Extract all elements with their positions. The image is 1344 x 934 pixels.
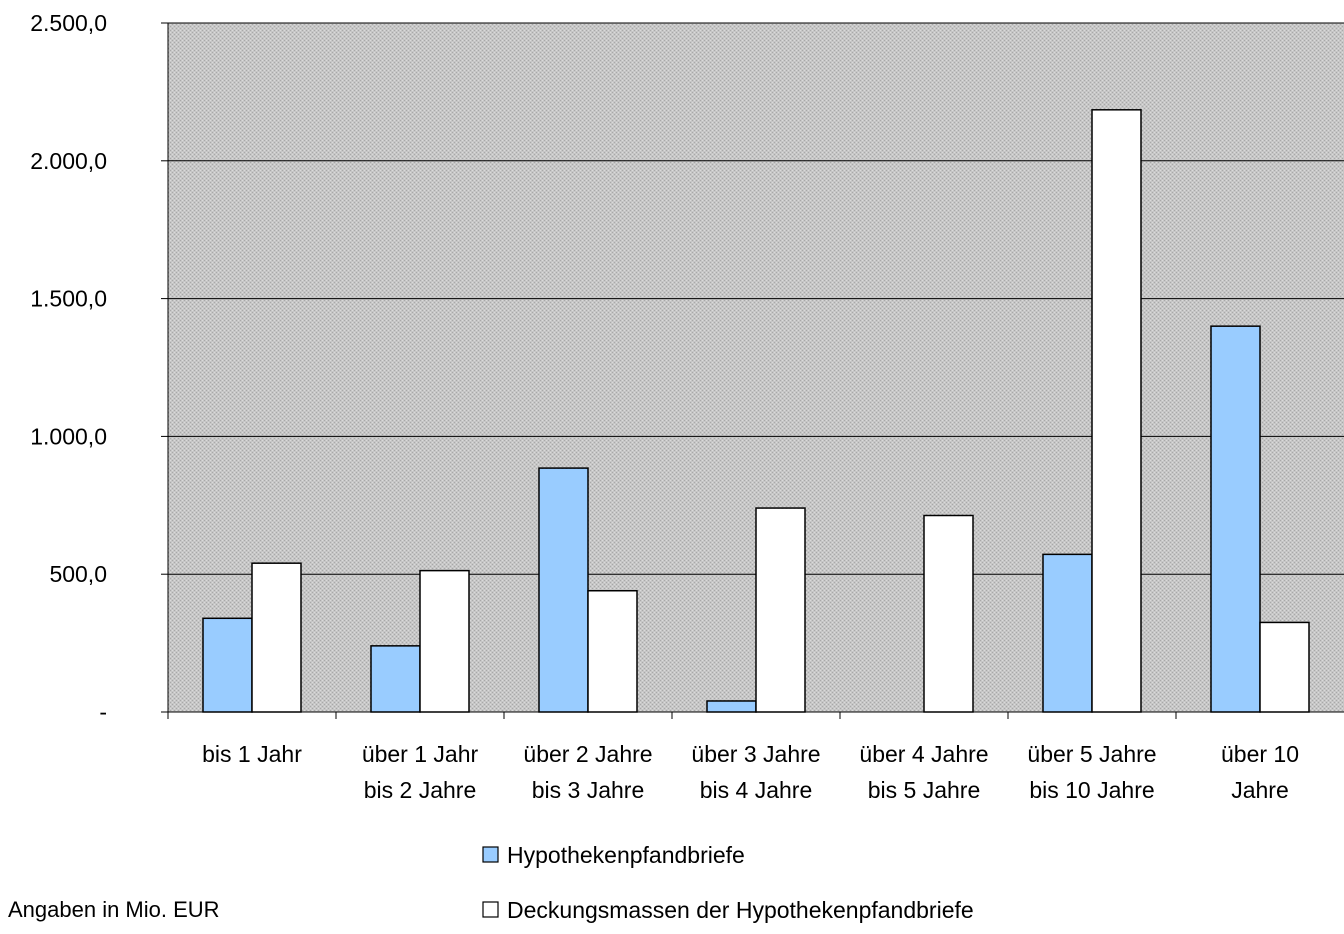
y-tick-label: 1.000,0 [30,423,107,449]
bar-deckungsmassen [419,569,470,713]
y-axis-ticks: - 500,0 1.000,0 1.500,0 2.000,0 2.500,0 [30,10,168,725]
bar-deckungsmassen [251,562,302,713]
x-tick-label: bis 4 Jahre [700,777,813,803]
bar-deckungsmassen [1091,109,1142,713]
x-tick-label: bis 5 Jahre [868,777,981,803]
legend: Hypothekenpfandbriefe Deckungsmassen der … [482,842,974,923]
bar-deckungsmassen [587,589,638,713]
bar-deckungsmassen [755,507,806,713]
y-tick-label: 500,0 [49,561,107,587]
y-tick-label: 2.000,0 [30,148,107,174]
x-tick-label: bis 1 Jahr [202,741,302,767]
bar-deckungsmassen [1259,621,1310,713]
y-tick-label: 1.500,0 [30,286,107,312]
x-tick-label: über 2 Jahre [523,741,652,767]
legend-label: Deckungsmassen der Hypothekenpfandbriefe [507,897,974,923]
x-tick-label: über 4 Jahre [859,741,988,767]
x-tick-label: bis 2 Jahre [364,777,477,803]
legend-swatch [482,901,499,918]
bar-hypothekenpfandbriefe [706,700,757,713]
bar-deckungsmassen [923,514,974,713]
y-tick-label: 2.500,0 [30,10,107,36]
bar-hypothekenpfandbriefe [370,645,421,713]
legend-swatch [482,846,499,863]
x-tick-label: über 3 Jahre [691,741,820,767]
x-tick-label: über 1 Jahr [362,741,479,767]
x-tick-label: Jahre [1231,777,1289,803]
bar-hypothekenpfandbriefe [1042,553,1093,713]
gridlines [168,22,1344,575]
x-tick-label: über 10 [1221,741,1299,767]
bar-hypothekenpfandbriefe [1210,325,1261,713]
x-tick-label: bis 10 Jahre [1029,777,1154,803]
axes [167,23,1344,713]
bar-hypothekenpfandbriefe [202,617,253,713]
bars [202,109,1310,713]
x-tick-label: über 5 Jahre [1027,741,1156,767]
units-footnote: Angaben in Mio. EUR [8,897,220,922]
x-tick-label: bis 3 Jahre [532,777,645,803]
legend-label: Hypothekenpfandbriefe [507,842,745,868]
x-axis-ticks: bis 1 Jahr über 1 Jahr bis 2 Jahre über 2 J… [167,712,1299,803]
bar-hypothekenpfandbriefe [538,467,589,713]
y-tick-label: - [99,699,107,725]
